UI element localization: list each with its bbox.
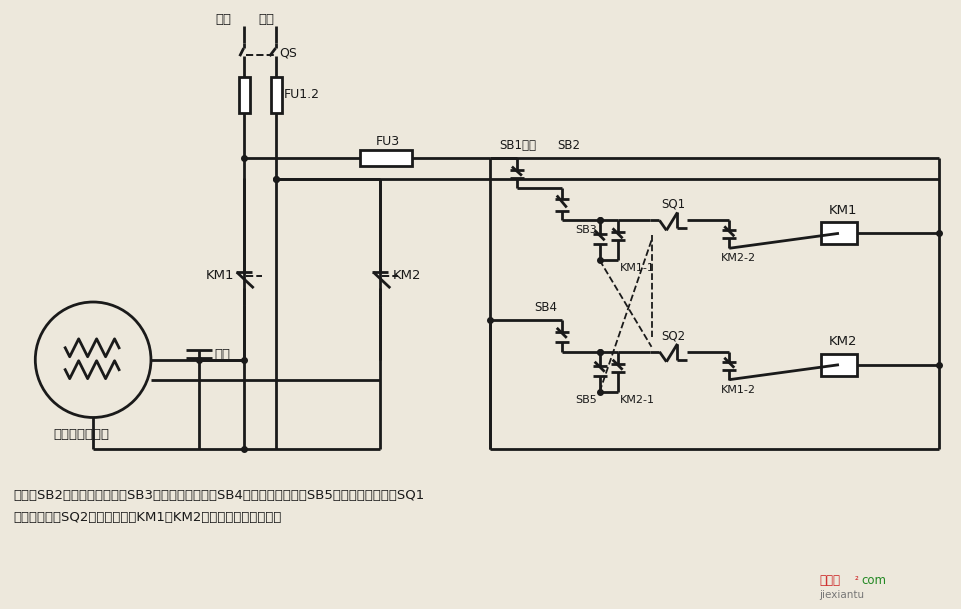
Text: KM2: KM2 — [392, 269, 420, 281]
Text: FU1.2: FU1.2 — [283, 88, 319, 102]
Text: KM2-2: KM2-2 — [721, 253, 755, 263]
Text: com: com — [860, 574, 885, 587]
Text: SB2: SB2 — [556, 139, 579, 152]
Bar — [820, 354, 856, 376]
Bar — [820, 222, 856, 244]
Text: 零线: 零线 — [259, 13, 274, 26]
Text: SB5: SB5 — [575, 395, 597, 404]
Text: KM2: KM2 — [828, 336, 856, 348]
Text: 火线: 火线 — [215, 13, 232, 26]
Text: SQ1: SQ1 — [661, 198, 685, 211]
Bar — [270, 77, 282, 113]
Text: ²: ² — [854, 576, 858, 586]
Text: SB1停止: SB1停止 — [499, 139, 535, 152]
Text: QS: QS — [280, 47, 297, 60]
Text: 电容: 电容 — [214, 348, 231, 361]
Text: 说明：SB2为上升启动按鈕，SB3为上升点动按鈕，SB4为下降启动按鈕，SB5为下降点动按鈕；SQ1: 说明：SB2为上升启动按鈕，SB3为上升点动按鈕，SB4为下降启动按鈕，SB5为… — [13, 488, 424, 502]
Text: jiexiantu: jiexiantu — [818, 590, 863, 600]
Text: FU3: FU3 — [375, 135, 399, 148]
Text: SQ2: SQ2 — [661, 329, 685, 342]
Text: KM1: KM1 — [828, 204, 856, 217]
Text: 为最高限位，SQ2为最低限位。KM1、KM2可用中间继电器代替。: 为最高限位，SQ2为最低限位。KM1、KM2可用中间继电器代替。 — [13, 510, 282, 524]
Text: SB3: SB3 — [575, 225, 597, 235]
Text: SB4: SB4 — [533, 301, 556, 314]
Bar — [360, 150, 411, 166]
Circle shape — [36, 302, 151, 418]
Text: KM1: KM1 — [206, 269, 234, 281]
Text: KM2-1: KM2-1 — [619, 395, 653, 404]
Text: 接线图: 接线图 — [818, 574, 839, 587]
Text: KM1-2: KM1-2 — [721, 385, 755, 395]
Text: 单相电容电动机: 单相电容电动机 — [53, 428, 110, 441]
Text: KM1-1: KM1-1 — [619, 263, 653, 273]
Bar — [238, 77, 250, 113]
